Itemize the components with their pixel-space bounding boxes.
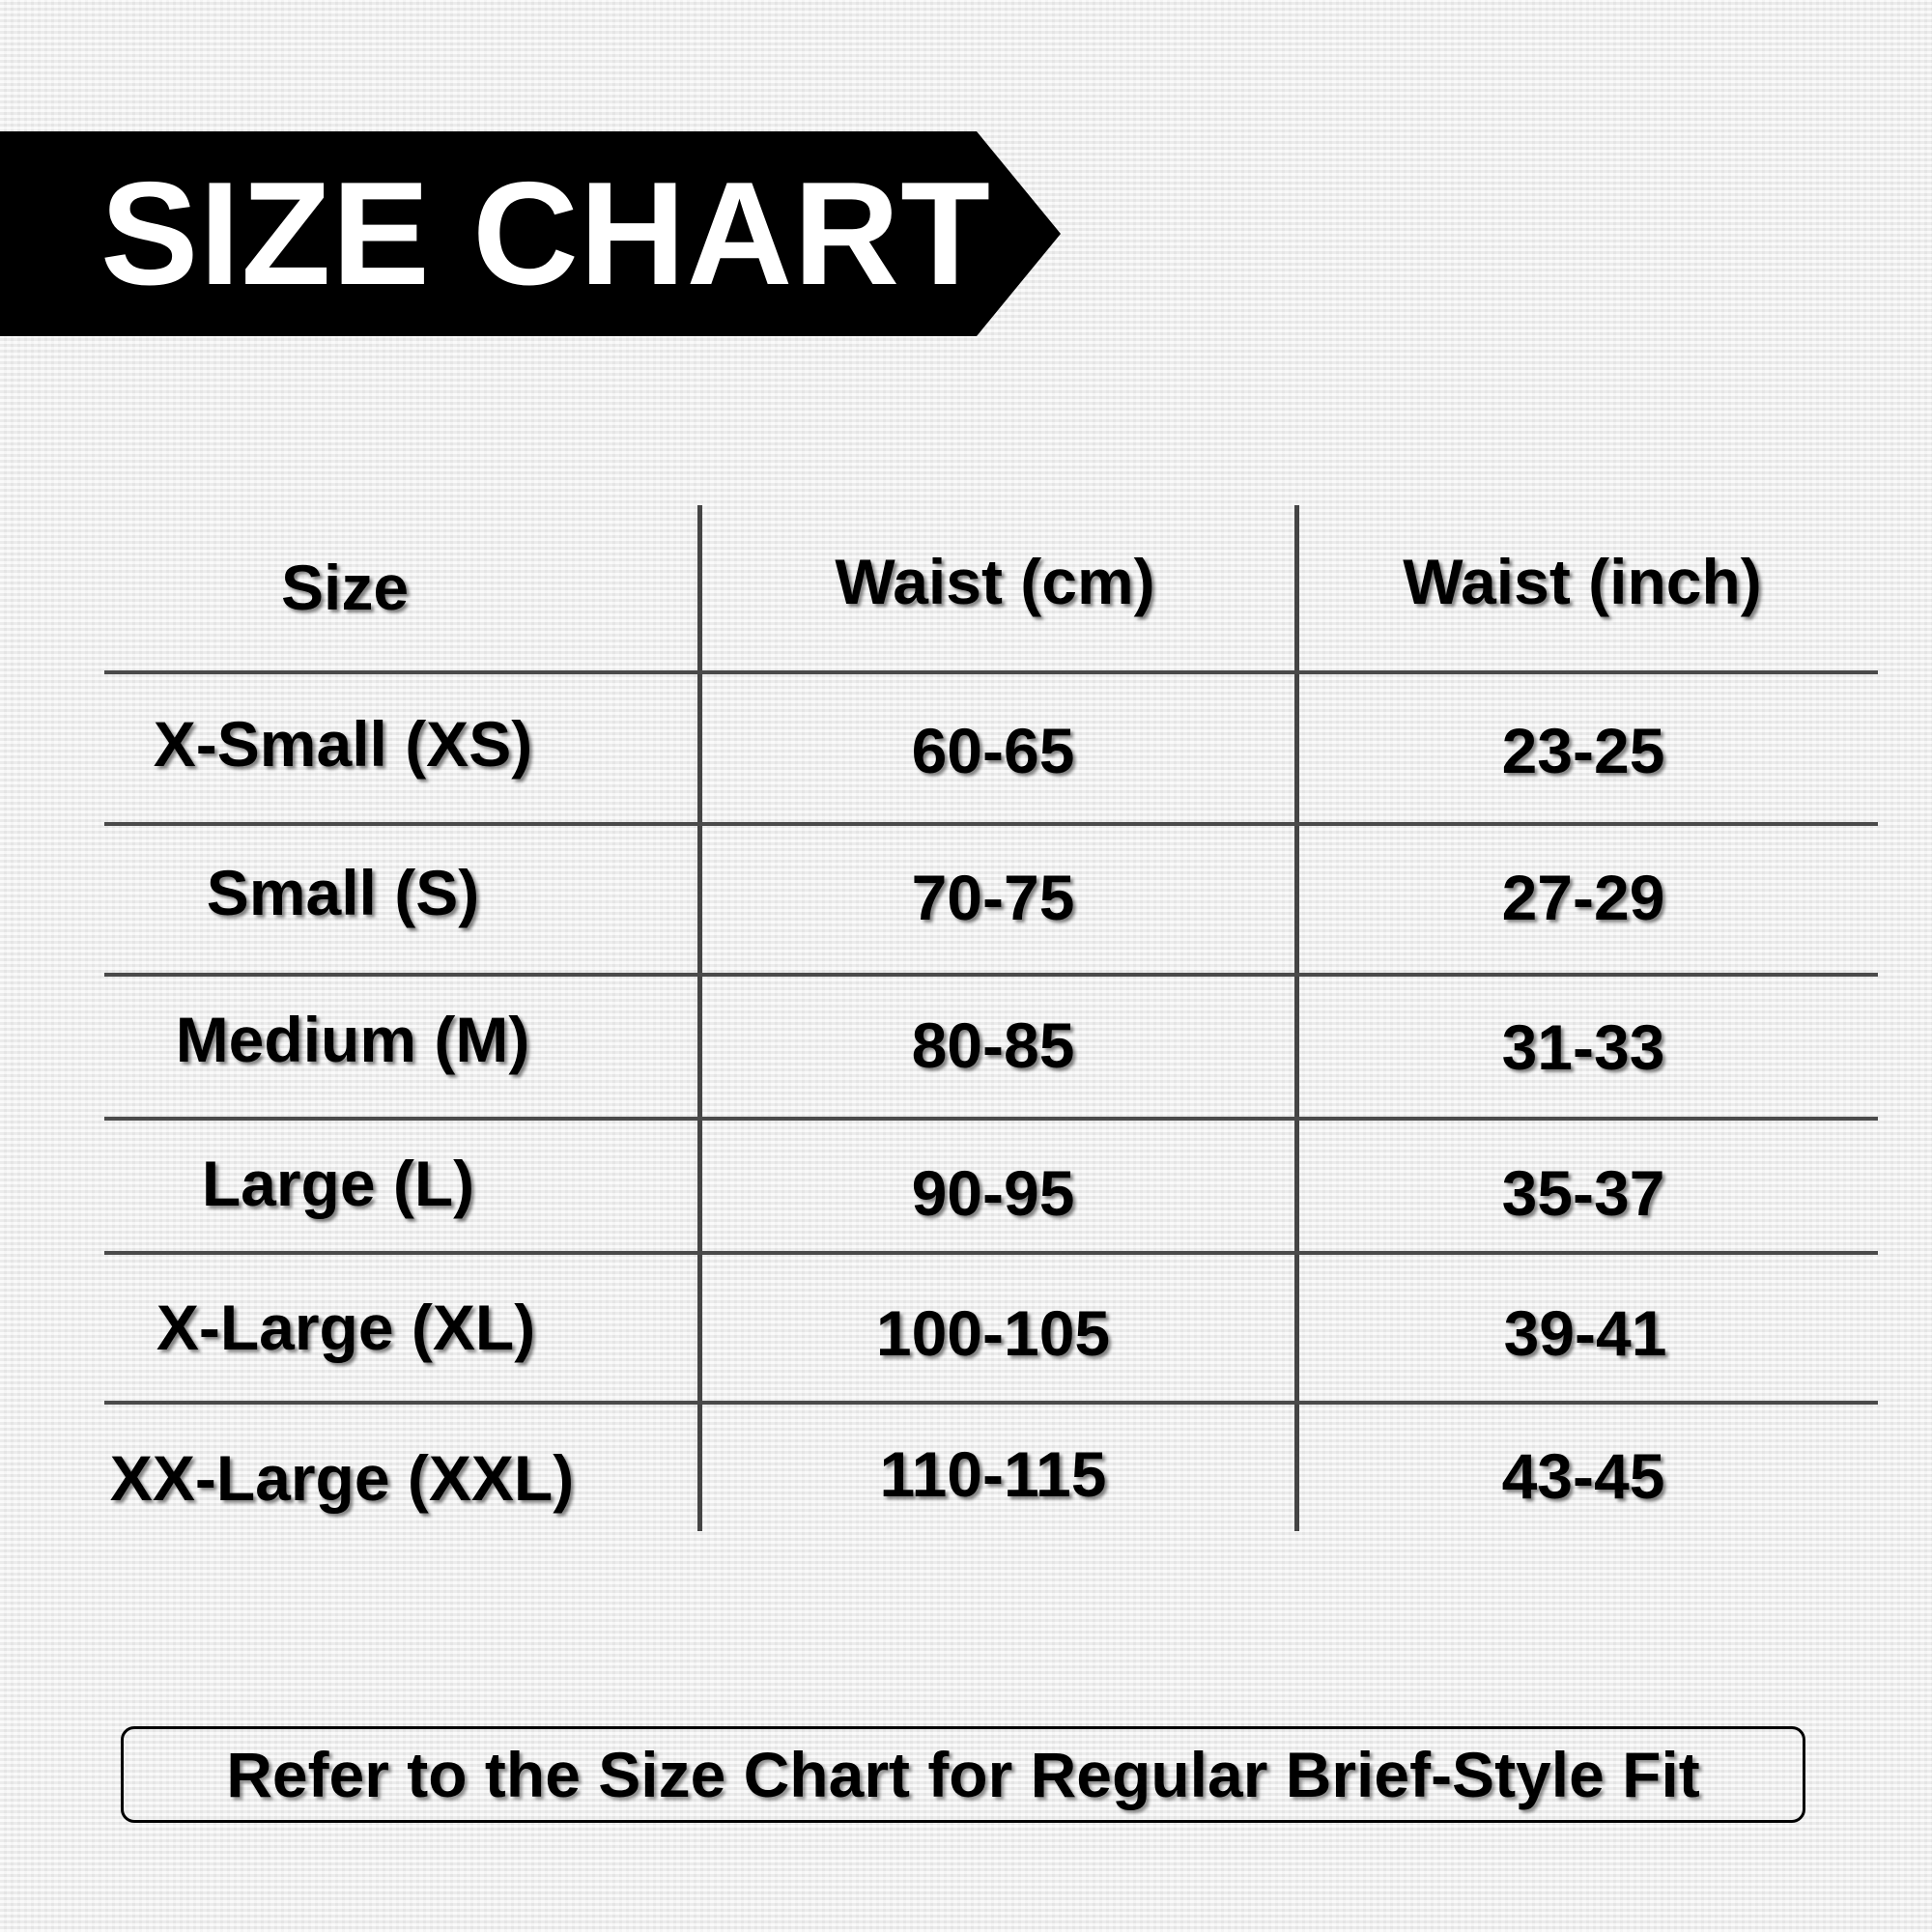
- size-cell: X-Large (XL): [156, 1292, 536, 1363]
- inch-cell: 27-29: [1501, 862, 1665, 933]
- size-cell: XX-Large (XXL): [109, 1442, 575, 1514]
- inch-cell: 39-41: [1503, 1297, 1667, 1369]
- row-divider: [104, 822, 1878, 826]
- row-divider: [104, 1401, 1878, 1405]
- title-banner: [0, 131, 1061, 336]
- header-size: Size: [280, 552, 410, 623]
- cm-cell: 90-95: [911, 1157, 1075, 1229]
- fit-note: Refer to the Size Chart for Regular Brie…: [121, 1726, 1805, 1823]
- row-divider: [104, 1117, 1878, 1121]
- row-divider: [104, 973, 1878, 977]
- inch-cell: 23-25: [1501, 715, 1665, 786]
- row-divider: [104, 670, 1878, 674]
- cm-cell: 110-115: [879, 1438, 1107, 1510]
- header-waist-inch: Waist (inch): [1403, 546, 1762, 617]
- column-divider: [1294, 505, 1299, 1531]
- cm-cell: 100-105: [875, 1297, 1111, 1369]
- column-divider: [697, 505, 702, 1531]
- inch-cell: 43-45: [1501, 1440, 1665, 1512]
- inch-cell: 35-37: [1501, 1157, 1665, 1229]
- row-divider: [104, 1251, 1878, 1255]
- cm-cell: 70-75: [911, 862, 1075, 933]
- cm-cell: 60-65: [911, 715, 1075, 786]
- size-cell: Large (L): [201, 1148, 475, 1219]
- size-cell: Medium (M): [175, 1004, 530, 1075]
- size-cell: Small (S): [206, 857, 480, 928]
- header-waist-cm: Waist (cm): [835, 546, 1155, 617]
- page-title: SIZE CHART: [100, 152, 991, 316]
- size-cell: X-Small (XS): [153, 708, 533, 780]
- cm-cell: 80-85: [911, 1009, 1075, 1081]
- inch-cell: 31-33: [1501, 1011, 1665, 1083]
